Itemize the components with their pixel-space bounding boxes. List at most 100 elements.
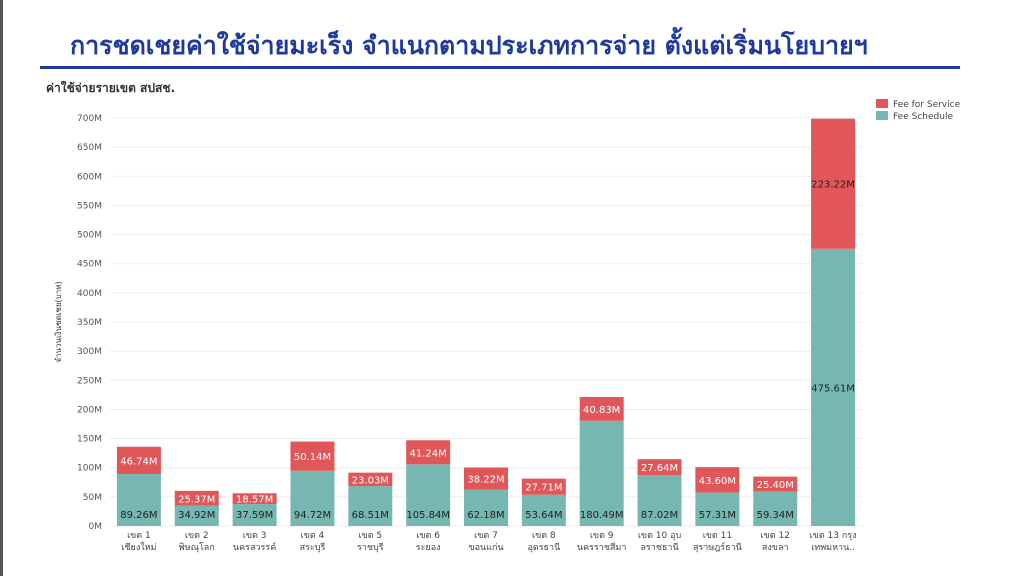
- y-tick-label: 450M: [77, 260, 102, 270]
- bar-fee-schedule: [464, 489, 508, 526]
- legend-swatch: [876, 111, 888, 120]
- data-label-fee-for-service: 27.71M: [525, 483, 562, 494]
- data-label-fee-schedule: 53.64M: [525, 510, 562, 521]
- bar-fee-for-service: [116, 446, 161, 474]
- bar-fee-schedule: [406, 464, 451, 526]
- title-underline: [40, 66, 960, 69]
- y-tick-label: 300M: [77, 347, 102, 357]
- y-tick-label: 600M: [77, 172, 102, 182]
- x-tick-label: เขต 10 อุบ: [638, 531, 682, 541]
- data-label-fee-schedule: 87.02M: [641, 510, 678, 521]
- data-label-fee-schedule: 62.18M: [467, 510, 504, 521]
- x-tick-label: ขอนแก่น: [468, 543, 503, 553]
- data-label-fee-for-service: 41.24M: [410, 448, 447, 459]
- bar-fee-schedule: [811, 248, 856, 527]
- data-label-fee-schedule: 180.49M: [580, 510, 624, 521]
- legend-label: Fee Schedule: [893, 112, 953, 122]
- legend-label: Fee for Service: [893, 100, 961, 110]
- y-tick-label: 350M: [77, 318, 102, 328]
- bar-fee-schedule: [579, 420, 624, 526]
- y-tick-label: 550M: [77, 201, 102, 211]
- data-label-fee-schedule: 475.61M: [811, 383, 855, 394]
- data-label-fee-schedule: 34.92M: [178, 510, 215, 521]
- data-label-fee-for-service: 23.03M: [352, 475, 389, 486]
- y-tick-label: 400M: [77, 289, 102, 299]
- bar-fee-for-service: [290, 441, 335, 471]
- y-tick-label: 650M: [77, 143, 102, 153]
- bar-fee-for-service: [637, 459, 682, 476]
- y-tick-label: 0M: [89, 522, 103, 532]
- x-tick-label: เขต 7: [474, 531, 498, 541]
- bar-fee-schedule: [174, 505, 219, 526]
- slide-left-border: [0, 0, 3, 576]
- data-label-fee-for-service: 223.22M: [811, 180, 855, 191]
- data-label-fee-schedule: 59.34M: [757, 510, 794, 521]
- data-label-fee-for-service: 50.14M: [294, 452, 331, 463]
- data-label-fee-schedule: 94.72M: [294, 510, 331, 521]
- bar-fee-for-service: [521, 478, 566, 495]
- bar-fee-schedule: [521, 494, 566, 526]
- x-tick-label: เขต 5: [358, 531, 382, 541]
- x-tick-label: ลราชธานี: [640, 542, 678, 553]
- chart-title: ค่าใช้จ่ายรายเขต สปสช.: [46, 81, 176, 95]
- bar-fee-for-service: [695, 467, 740, 493]
- y-tick-label: 700M: [77, 114, 102, 124]
- bar-fee-schedule: [637, 475, 682, 526]
- bar-fee-schedule: [116, 473, 161, 526]
- bar-fee-for-service: [232, 493, 277, 505]
- x-tick-label: สุราษฎร์ธานี: [693, 541, 742, 553]
- x-tick-label: เขต 3: [243, 531, 267, 541]
- data-label-fee-for-service: 25.40M: [757, 480, 794, 491]
- data-label-fee-for-service: 43.60M: [699, 476, 736, 487]
- y-tick-label: 500M: [77, 231, 102, 241]
- bar-fee-for-service: [579, 397, 624, 421]
- x-tick-label: เขต 12: [761, 531, 790, 541]
- x-tick-label: เขต 2: [185, 531, 209, 541]
- bar-fee-schedule: [232, 504, 277, 526]
- x-tick-label: เขต 6: [416, 531, 440, 541]
- bar-fee-schedule: [753, 491, 798, 526]
- x-tick-label: เขต 8: [532, 531, 556, 541]
- legend-swatch: [876, 99, 888, 108]
- x-tick-label: เขต 4: [301, 531, 325, 541]
- x-tick-label: เขต 9: [590, 531, 614, 541]
- data-label-fee-schedule: 37.59M: [236, 510, 273, 521]
- bar-fee-schedule: [348, 486, 393, 526]
- data-label-fee-for-service: 38.22M: [467, 475, 504, 486]
- y-tick-label: 150M: [77, 435, 102, 445]
- x-tick-label: ราชบุรี: [357, 542, 384, 553]
- x-tick-label: เชียงใหม่: [121, 542, 156, 553]
- bar-fee-for-service: [174, 490, 219, 506]
- data-label-fee-for-service: 18.57M: [236, 495, 273, 506]
- y-tick-label: 250M: [77, 376, 102, 386]
- data-label-fee-schedule: 57.31M: [699, 510, 736, 521]
- data-label-fee-for-service: 25.37M: [178, 494, 215, 505]
- x-tick-label: สงขลา: [762, 543, 789, 553]
- bar-fee-for-service: [464, 467, 508, 490]
- page-title: การชดเชยค่าใช้จ่ายมะเร็ง จำแนกตามประเภทก…: [70, 31, 868, 60]
- x-tick-label: นครราชสีมา: [577, 542, 626, 553]
- x-tick-label: ระยอง: [416, 543, 441, 553]
- y-tick-label: 200M: [77, 405, 102, 415]
- bar-fee-for-service: [348, 472, 393, 487]
- data-label-fee-for-service: 46.74M: [120, 456, 157, 467]
- bar-fee-for-service: [811, 118, 856, 249]
- data-label-fee-schedule: 68.51M: [352, 510, 389, 521]
- bar-fee-for-service: [753, 476, 798, 492]
- bar-fee-for-service: [406, 440, 451, 465]
- y-tick-label: 100M: [77, 464, 102, 474]
- data-label-fee-schedule: 105.84M: [406, 510, 450, 521]
- x-tick-label: เขต 11: [703, 531, 732, 541]
- y-tick-label: 50M: [83, 493, 102, 503]
- data-label-fee-for-service: 27.64M: [641, 463, 678, 474]
- bar-fee-schedule: [290, 470, 335, 526]
- x-tick-label: เขต 1: [127, 531, 151, 541]
- x-tick-label: เขต 13 กรุง: [810, 531, 857, 541]
- data-label-fee-schedule: 89.26M: [120, 510, 157, 521]
- x-tick-label: สระบุรี: [300, 542, 326, 553]
- x-tick-label: เทพมหาน..: [811, 543, 855, 553]
- x-tick-label: พิษณุโลก: [179, 542, 215, 553]
- y-axis-title: จำนวนเงินชดเชย(บาท): [54, 281, 63, 362]
- data-label-fee-for-service: 40.83M: [583, 405, 620, 416]
